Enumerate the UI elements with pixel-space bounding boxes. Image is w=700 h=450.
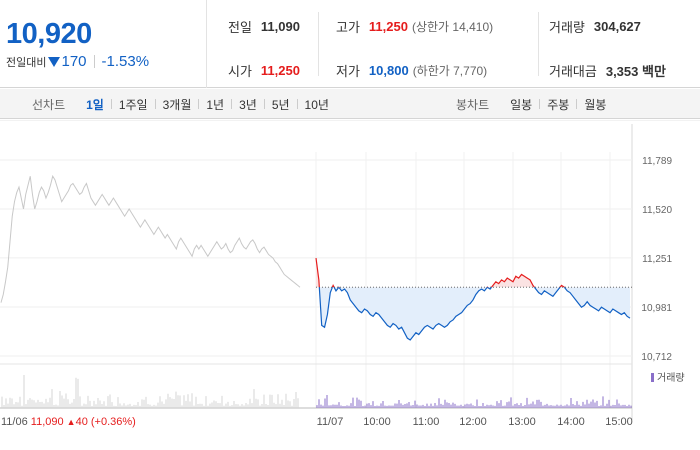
- open-label: 시가: [228, 64, 252, 79]
- candle-chart-tab-group: 봉차트 일봉 주봉 월봉: [456, 89, 613, 119]
- low-label: 저가: [336, 64, 360, 79]
- current-price: 10,920: [6, 18, 92, 50]
- hover-info: 11/06 11,090 ▲40 (+0.36%): [1, 416, 136, 428]
- amount-value: 3,353 백만: [605, 64, 666, 79]
- area-below-reference: [316, 287, 630, 340]
- tab-3y[interactable]: 3년: [239, 97, 257, 112]
- low-value: 10,800: [368, 63, 409, 78]
- hover-change-pct: (+0.36%): [91, 416, 136, 428]
- volume-value: 304,627: [593, 19, 641, 34]
- lower-limit-value: (하한가 7,770): [412, 64, 488, 78]
- open-value: 11,250: [260, 63, 300, 78]
- y-tick-label: 11,251: [642, 254, 672, 265]
- x-tick-label: 13:00: [508, 416, 536, 428]
- y-tick-label: 11,520: [642, 205, 672, 216]
- change-percent: -1.53%: [101, 53, 150, 70]
- up-arrow-icon: ▲: [67, 417, 76, 427]
- chart-grid: [0, 120, 700, 420]
- tab-10y[interactable]: 10년: [304, 97, 329, 112]
- tab-daily[interactable]: 일봉: [510, 97, 533, 112]
- x-tick-label: 11:00: [413, 416, 440, 428]
- divider: [576, 99, 578, 109]
- hover-date: 11/06: [1, 416, 31, 428]
- divider: [263, 99, 265, 109]
- line-chart-tab-group: 선차트 1일 1주일 3개월 1년 3년 5년 10년: [32, 89, 336, 119]
- volume-label: 거래량: [549, 20, 585, 35]
- divider: [318, 12, 319, 76]
- current-price-box: 10,920 전일대비 170 -1.53%: [0, 0, 207, 88]
- prev-close-value: 11,090: [260, 19, 300, 34]
- volume-legend-label: 거래량: [657, 372, 685, 384]
- upper-limit-value: (상한가 14,410): [411, 20, 494, 34]
- y-tick-label: 10,712: [641, 352, 672, 363]
- high-value: 11,250: [368, 19, 408, 34]
- divider: [296, 99, 298, 109]
- candle-chart-label: 봉차트: [456, 97, 490, 112]
- tab-weekly[interactable]: 주봉: [547, 97, 570, 112]
- amount-label: 거래대금: [549, 64, 597, 79]
- amount-stat: 거래대금 3,353 백만: [549, 61, 666, 80]
- low-stat: 저가 10,800 (하한가 7,770): [336, 61, 487, 80]
- tab-monthly[interactable]: 월봉: [584, 97, 607, 112]
- prev-close-label: 전일: [228, 20, 252, 35]
- change-value: 170: [61, 53, 87, 70]
- divider: [154, 99, 156, 109]
- divider: [231, 99, 233, 109]
- divider: [110, 99, 112, 109]
- line-chart-label: 선차트: [32, 97, 66, 112]
- divider: [93, 55, 95, 68]
- open-stat: 시가 11,250: [228, 61, 300, 80]
- intraday-price-chart[interactable]: 11,789 11,520 11,251 10,981 10,712 거래량 11/07…: [0, 120, 700, 450]
- change-label: 전일대비: [6, 56, 47, 69]
- down-arrow-icon: [48, 57, 61, 67]
- volume-bars: 거래량: [0, 363, 685, 409]
- area-fill: [316, 258, 630, 340]
- x-tick-label: 14:00: [557, 416, 585, 428]
- x-axis: 11/07 10:00 11:00 12:00 13:00 14:00 15:00 11/06…: [1, 416, 633, 428]
- tab-1d[interactable]: 1일: [86, 97, 104, 112]
- hover-change: 40: [76, 416, 91, 428]
- today-line-down: [318, 287, 631, 341]
- divider: [538, 12, 539, 76]
- tab-3m[interactable]: 3개월: [162, 97, 192, 112]
- price-lines: [0, 174, 632, 341]
- prev-close-stat: 전일 11,090: [228, 17, 300, 36]
- high-stat: 고가 11,250 (상한가 14,410): [336, 17, 493, 36]
- x-tick-label: 12:00: [459, 416, 487, 428]
- divider: [198, 99, 200, 109]
- x-tick-label: 11/07: [317, 416, 344, 428]
- stock-summary-panel: 10,920 전일대비 170 -1.53% 전일 11,090 고가 11,2…: [0, 0, 700, 88]
- prev-day-line: [0, 174, 301, 303]
- price-change-row: 전일대비 170 -1.53%: [6, 53, 149, 70]
- tab-1w[interactable]: 1주일: [118, 97, 148, 112]
- hover-price: 11,090: [31, 416, 67, 428]
- high-label: 고가: [336, 20, 360, 35]
- divider: [539, 99, 541, 109]
- volume-stat: 거래량 304,627: [549, 17, 641, 36]
- y-tick-label: 11,789: [642, 156, 672, 167]
- tab-5y[interactable]: 5년: [271, 97, 290, 112]
- tab-1y[interactable]: 1년: [206, 97, 225, 112]
- y-tick-label: 10,981: [641, 303, 672, 314]
- chart-period-tabs: 선차트 1일 1주일 3개월 1년 3년 5년 10년 봉차트 일봉 주봉 월봉: [0, 89, 700, 119]
- x-tick-label: 10:00: [363, 416, 391, 428]
- volume-legend-swatch: [651, 373, 654, 382]
- x-tick-label: 15:00: [605, 416, 633, 428]
- y-axis: 11,789 11,520 11,251 10,981 10,712: [641, 156, 672, 363]
